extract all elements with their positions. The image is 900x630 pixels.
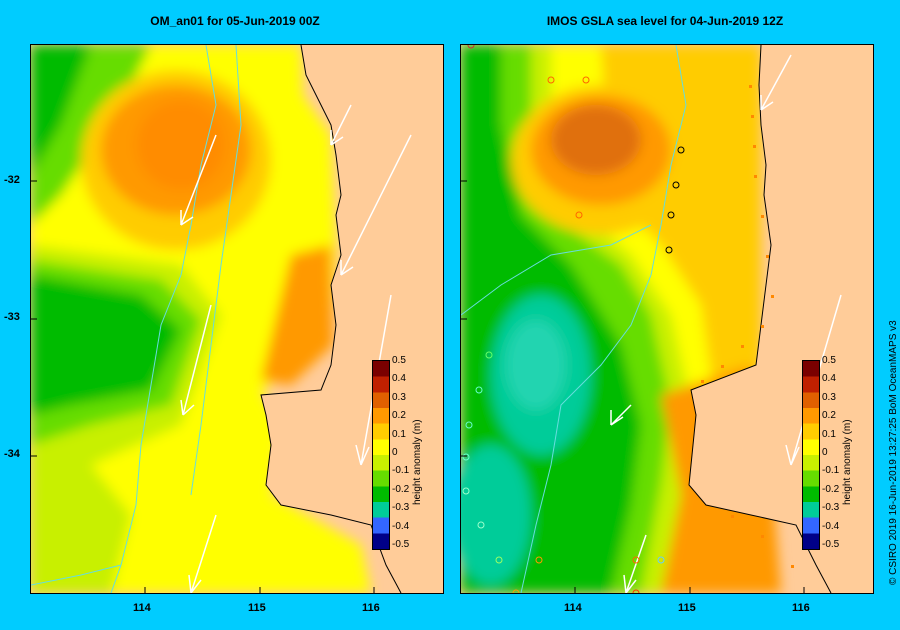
right-colorbar [802,360,820,550]
left-wind-arrows [180,104,412,593]
left-colorbar-label: height anomaly (m) [412,419,423,505]
left-river [31,564,122,586]
colorbar-tick-label: 0.2 [822,410,836,422]
left-land-mass [261,45,443,593]
left-colorbar [372,360,390,550]
lon-label: 115 [678,602,696,614]
colorbar-tick-label: 0.4 [822,373,836,385]
colorbar-tick-label: 0 [822,447,828,458]
colorbar-tick-label: -0.1 [392,465,410,477]
right-wind-arrows [610,54,842,593]
left-map[interactable] [30,44,444,594]
colorbar-tick-label: 0.3 [392,391,406,403]
colorbar-tick-label: -0.3 [392,502,410,514]
left-panel-title: OM_an01 for 05-Jun-2019 00Z [150,14,320,28]
right-altimetry-track [701,85,794,568]
lat-label: -33 [4,311,20,323]
colorbar-tick-label: 0.2 [392,410,406,422]
colorbar-tick-label: 0.3 [822,391,836,403]
lon-label: 116 [792,602,810,614]
colorbar-tick-label: -0.2 [822,483,840,495]
colorbar-tick-label: -0.2 [392,483,410,495]
colorbar-tick-label: -0.5 [392,539,410,550]
lon-label: 114 [564,602,582,614]
colorbar-tick-label: -0.1 [822,465,840,477]
left-river [190,45,242,496]
lon-label: 114 [133,602,151,614]
left-coastline [260,45,402,593]
colorbar-tick-label: 0 [392,447,398,458]
colorbar-tick-label: -0.4 [822,520,840,532]
colorbar-tick-label: -0.4 [392,520,410,532]
lat-label: -32 [4,174,20,186]
colorbar-tick-label: -0.3 [822,502,840,514]
right-coastline [688,45,832,593]
left-river [110,45,217,593]
right-panel-title: IMOS GSLA sea level for 04-Jun-2019 12Z [546,14,784,28]
right-observation-points [462,45,685,593]
colorbar-tick-label: 0.1 [822,428,836,440]
right-river [461,224,652,316]
right-colorbar-label: height anomaly (m) [842,419,853,505]
colorbar-tick-label: -0.5 [822,539,840,550]
right-river [520,45,687,593]
colorbar-tick-label: 0.4 [392,373,406,385]
right-land-mass [689,45,873,593]
lat-label: -34 [4,448,20,460]
lon-label: 115 [248,602,266,614]
right-map[interactable] [460,44,874,594]
colorbar-tick-label: 0.1 [392,428,406,440]
left-sea-field [31,45,371,593]
colorbar-tick-label: 0.5 [392,355,406,366]
colorbar-tick-label: 0.5 [822,355,836,366]
credit-text: © CSIRO 2019 16-Jun-2019 13:27:25 BoM Oc… [888,320,899,585]
lon-label: 116 [362,602,380,614]
